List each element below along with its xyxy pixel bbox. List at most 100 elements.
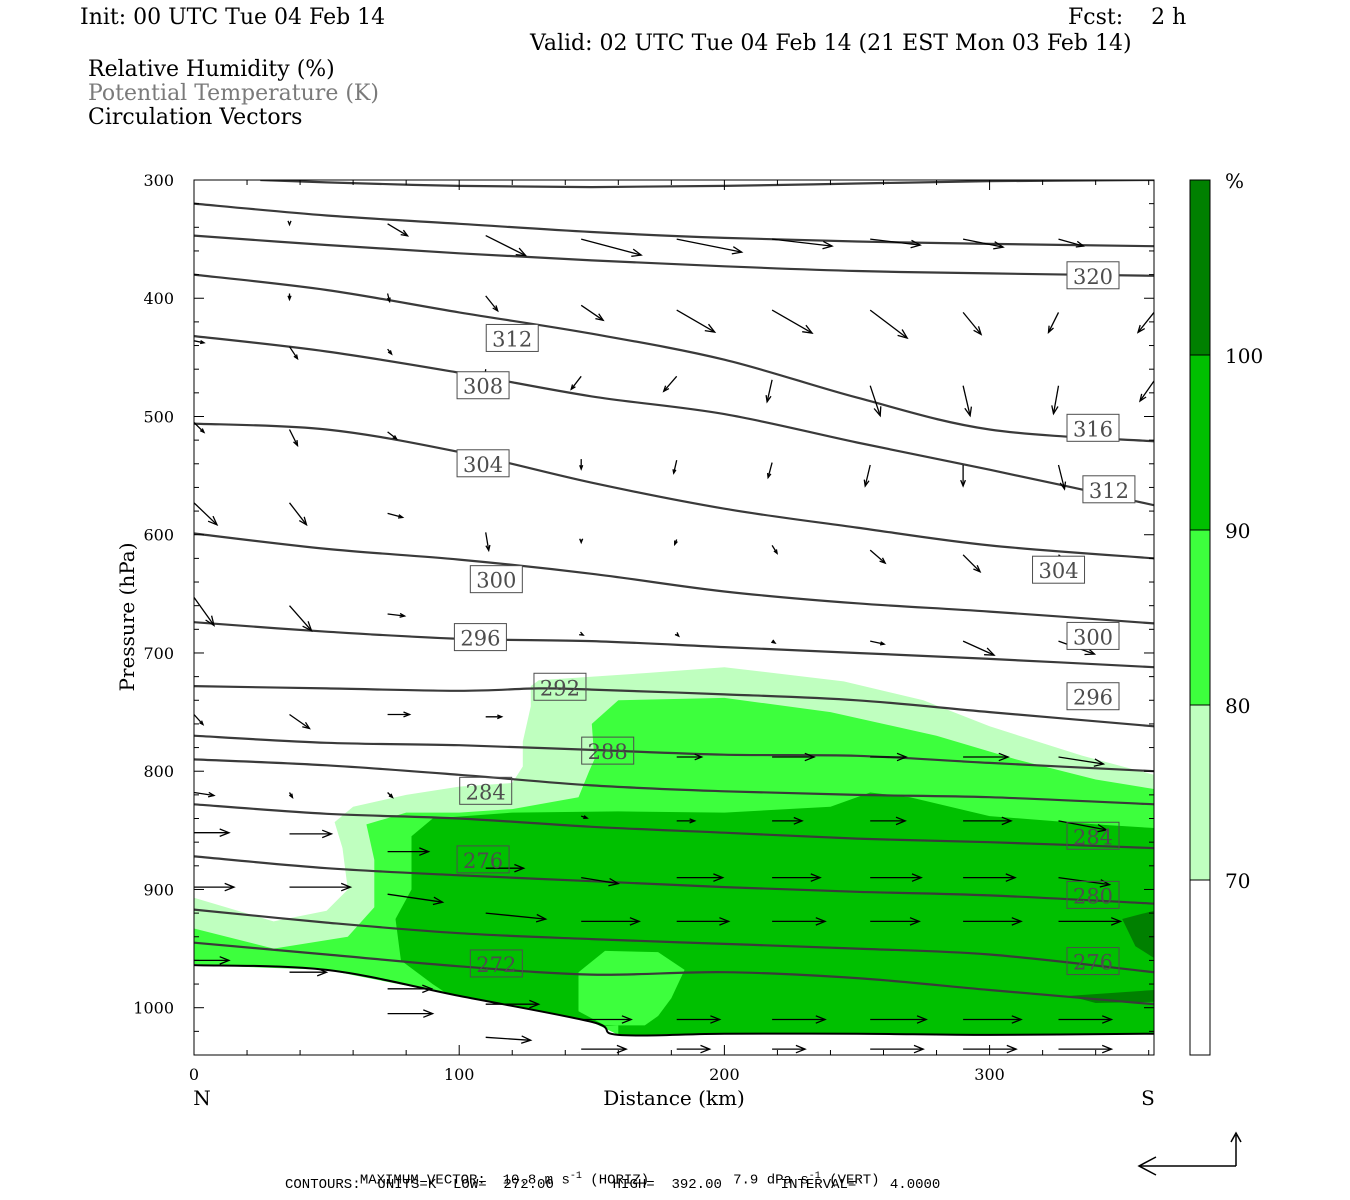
theta-label-320: 320	[1066, 261, 1120, 290]
circulation-vector	[676, 238, 744, 255]
theta-label-text: 300	[476, 569, 516, 593]
circulation-vector	[194, 597, 216, 627]
max-vector-horiz-suffix: (HORIZ)	[590, 1172, 650, 1189]
circulation-vector	[963, 873, 1017, 882]
circulation-vector	[194, 502, 219, 527]
circulation-vector	[676, 1044, 712, 1054]
y-tick-label: 800	[143, 762, 174, 781]
circulation-vector	[485, 532, 491, 553]
circulation-vector	[962, 640, 996, 656]
theta-contour-labels: 272 276 276 280 284 284 288 292 296 296 300 300 304 3…	[453, 261, 1136, 978]
circulation-vector	[387, 512, 405, 519]
theta-label-text: 312	[1089, 479, 1129, 503]
circulation-vector	[485, 714, 504, 720]
theta-label-text: 292	[540, 676, 580, 700]
colorbar-tick-label: 90	[1225, 519, 1250, 543]
theta-label-text: 312	[492, 327, 532, 351]
circulation-vector	[1051, 385, 1060, 416]
theta-contour-288	[194, 758, 1154, 806]
circulation-vector	[581, 876, 620, 887]
theta-contour-312	[194, 335, 1154, 507]
theta-label-text: 296	[1073, 686, 1113, 710]
circulation-vector	[963, 816, 1013, 826]
circulation-vector	[580, 815, 589, 820]
field-potential-temperature: Potential Temperature (K)	[88, 81, 379, 106]
theta-contour-328	[260, 180, 1154, 189]
circulation-vector	[870, 1044, 925, 1054]
circulation-vector	[1057, 464, 1067, 491]
circulation-vector	[869, 549, 887, 565]
circulation-vector	[485, 235, 528, 257]
theta-label-276: 276	[1066, 947, 1120, 976]
circulation-vector	[387, 792, 394, 799]
theta-label-text: 276	[1073, 951, 1113, 975]
circulation-vector	[580, 304, 605, 322]
circulation-vector	[289, 882, 353, 892]
circulation-vector	[772, 816, 804, 825]
circulation-vector	[870, 238, 922, 249]
circulation-vector	[387, 348, 393, 356]
circulation-vector	[485, 863, 526, 873]
axes: 300 400 500 600 700 800 900 1000 0 100 200 300	[133, 171, 1154, 1084]
circulation-vector	[870, 816, 907, 826]
circulation-vector	[1136, 311, 1154, 334]
humidity-region-100	[1122, 910, 1154, 958]
circulation-vector	[570, 375, 582, 391]
y-tick-label: 700	[143, 644, 174, 663]
theta-contour-308	[194, 422, 1154, 560]
theta-label-text: 308	[463, 375, 503, 399]
x-axis-label: Distance (km)	[603, 1086, 745, 1110]
circulation-vector	[1153, 239, 1154, 240]
circulation-vector	[772, 873, 822, 882]
circulation-vector	[194, 714, 205, 726]
theta-label-288: 288	[581, 736, 635, 765]
circulation-vector	[869, 309, 909, 340]
theta-contour-276	[194, 908, 1154, 974]
circulation-vector	[194, 828, 231, 838]
circulation-vector	[387, 711, 412, 718]
theta-label-304: 304	[456, 449, 510, 478]
y-tick: 700	[143, 644, 1154, 663]
circulation-vectors	[194, 220, 1154, 1054]
circulation-vector	[662, 375, 678, 393]
circulation-vector	[485, 295, 499, 313]
circulation-vector	[870, 873, 923, 882]
circulation-vector	[194, 791, 216, 798]
circulation-vector	[289, 967, 329, 977]
x-tick-label: 300	[974, 1065, 1005, 1084]
circulation-vector	[765, 379, 773, 404]
circulation-vector	[676, 818, 697, 824]
theta-contour-272	[194, 941, 1154, 1006]
circulation-vector	[288, 792, 294, 800]
circulation-vector	[870, 752, 908, 762]
y-tick: 600	[143, 526, 1154, 545]
circulation-vector	[288, 346, 299, 361]
theta-label-text: 284	[466, 780, 506, 804]
circulation-vector	[581, 917, 641, 926]
colorbar-segment	[1190, 705, 1210, 880]
y-tick: 1000	[133, 999, 1154, 1018]
circulation-vector	[387, 984, 434, 994]
circulation-vector	[963, 1015, 1023, 1024]
theta-label-text: 300	[1073, 625, 1113, 649]
circulation-vector	[870, 917, 921, 926]
reference-vector-icon	[1137, 1131, 1242, 1176]
valid-time: Valid: 02 UTC Tue 04 Feb 14 (21 EST Mon …	[530, 31, 1132, 56]
colorbar-frame	[1189, 179, 1211, 1056]
theta-label-300: 300	[469, 565, 523, 594]
circulation-vector	[676, 309, 717, 333]
circulation-vector	[288, 429, 299, 448]
circulation-vector	[962, 238, 1005, 250]
theta-label-text: 304	[463, 453, 503, 477]
circulation-vector	[581, 1015, 633, 1024]
theta-label-text: 304	[1038, 559, 1078, 583]
circulation-vector	[672, 460, 678, 475]
theta-contours	[194, 180, 1154, 1006]
max-vector-horiz-exp: -1	[569, 1171, 582, 1182]
circulation-vector	[194, 340, 206, 345]
circulation-vector	[287, 220, 292, 227]
theta-contour-300	[194, 621, 1154, 669]
theta-contour-292	[194, 734, 1154, 773]
theta-label-text: 280	[1073, 884, 1113, 908]
